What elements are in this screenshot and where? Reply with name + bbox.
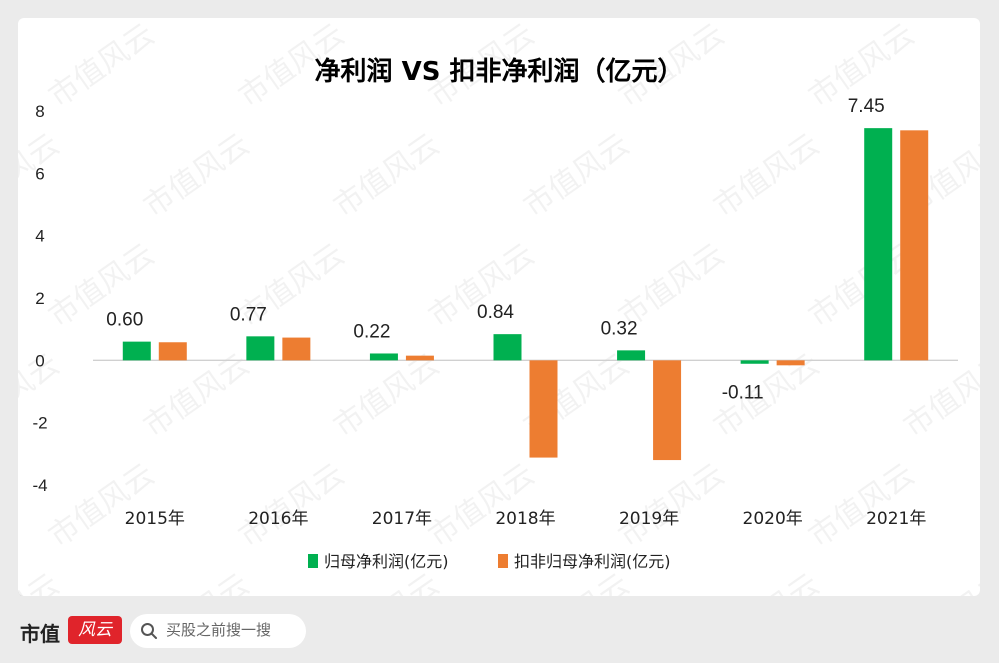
bar-net-profit [493,334,522,361]
x-tick-label: 2017年 [372,509,432,529]
x-tick-label: 2019年 [619,509,679,529]
x-tick-label: 2021年 [866,509,926,529]
legend-swatch [308,554,318,568]
y-tick-label: -4 [32,476,47,495]
bar-net-profit [246,336,275,361]
data-label: -0.11 [722,382,764,403]
x-tick-label: 2020年 [743,509,803,529]
bar-deducted-net-profit [900,130,929,361]
y-axis: 8 6 4 2 0 -2 -4 [32,102,47,495]
legend-label: 归母净利润(亿元) [324,552,449,571]
y-tick-label: 4 [35,227,44,246]
data-label: 7.45 [848,96,885,117]
watermark-text: 市值风云 [43,457,161,554]
x-axis: 2015年 2016年 2017年 2018年 2019年 2020年 2021年 [125,509,927,529]
watermark-text: 市值风云 [708,127,826,224]
data-label: 0.77 [230,304,267,325]
watermark-text: 市值风云 [518,127,636,224]
bar-deducted-net-profit [282,337,311,361]
data-label: 0.32 [601,318,638,339]
watermark-text: 市值风云 [328,347,446,444]
y-tick-label: 2 [35,289,44,308]
watermark-text: 市值风云 [803,457,921,554]
search-box[interactable]: 买股之前搜一搜 [130,614,306,648]
watermark-text: 市值风云 [18,567,66,596]
bar-net-profit [617,350,646,361]
chart-title: 净利润 VS 扣非净利润（亿元） [315,56,684,87]
y-tick-label: 0 [35,351,44,370]
data-labels-layer: 0.60 0.77 0.22 0.84 0.32 -0.11 7.45 [106,96,884,403]
watermark-text: 市值风云 [328,127,446,224]
watermark-text: 市值风云 [138,127,256,224]
y-tick-label: 6 [35,164,44,183]
bar-net-profit [740,360,769,364]
data-label: 0.84 [477,302,514,323]
watermark-text: 市值风云 [43,18,161,115]
watermark-text: 市值风云 [708,567,826,596]
x-tick-label: 2018年 [495,509,555,529]
bar-deducted-net-profit [405,355,434,361]
watermark-text: 市值风云 [898,567,980,596]
watermark-text: 市值风云 [138,347,256,444]
bar-deducted-net-profit [776,360,805,366]
data-label: 0.22 [353,321,390,342]
watermark-text: 市值风云 [138,567,256,596]
x-tick-label: 2015年 [125,509,185,529]
bar-deducted-net-profit [529,360,558,458]
search-placeholder: 买股之前搜一搜 [166,622,272,639]
brand-logo-text: 市值 [20,622,60,646]
bar-net-profit [122,341,151,361]
data-label: 0.60 [106,310,143,331]
watermark-text: 市值风云 [613,457,731,554]
watermark-text: 市值风云 [328,567,446,596]
brand-logo-badge: 风云 [68,616,122,644]
legend: 归母净利润(亿元) 扣非归母净利润(亿元) [308,552,671,571]
bars-layer [122,128,929,461]
footer-bar: 市值 风云 买股之前搜一搜 [0,606,999,663]
y-tick-label: 8 [35,102,44,121]
bar-net-profit [369,353,398,361]
x-tick-label: 2016年 [248,509,308,529]
legend-swatch [498,554,508,568]
legend-label: 扣非归母净利润(亿元) [514,552,671,571]
watermark-text: 市值风云 [898,347,980,444]
bar-net-profit [864,128,893,361]
watermark-text: 市值风云 [233,457,351,554]
y-tick-label: -2 [32,414,47,433]
watermark-text: 市值风云 [423,457,541,554]
bar-deducted-net-profit [653,360,682,461]
search-icon [141,623,157,639]
bar-deducted-net-profit [158,342,187,361]
chart-card: 市值风云 市值风云 市值风云 市值风云 市值风云 市值风云 市值风云 市值风云 市值风云 市值风云… [18,18,980,596]
watermark-text: 市值风云 [518,567,636,596]
